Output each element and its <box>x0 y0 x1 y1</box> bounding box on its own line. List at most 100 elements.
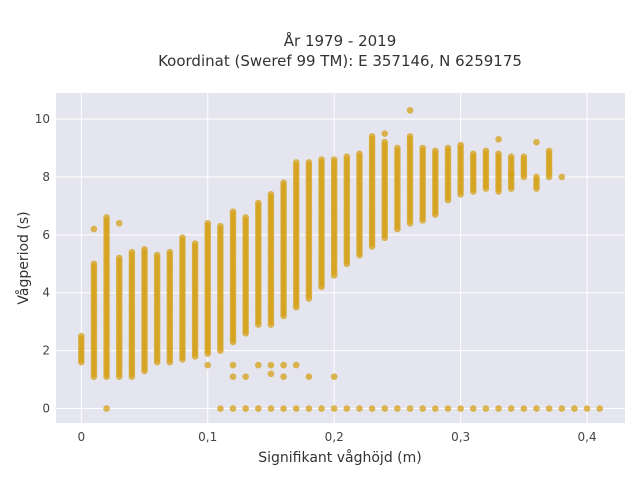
data-point <box>368 133 376 140</box>
x-tick-label: 0,3 <box>451 430 470 444</box>
data-point <box>204 361 212 369</box>
data-point <box>520 405 528 412</box>
data-point <box>280 405 287 412</box>
data-point <box>90 225 98 233</box>
data-point <box>533 173 540 181</box>
data-point <box>191 240 199 247</box>
x-tick-label: 0,1 <box>198 430 217 444</box>
y-tick-label: 2 <box>42 344 50 358</box>
data-point <box>330 156 338 163</box>
data-point <box>255 199 262 207</box>
data-point <box>545 405 553 412</box>
data-point <box>432 405 439 412</box>
data-point <box>406 107 414 114</box>
data-point <box>558 173 566 181</box>
data-point <box>292 405 300 412</box>
data-point <box>545 147 553 155</box>
data-point <box>394 144 401 152</box>
x-axis-ticks: 0 0,1 0,2 0,3 0,4 <box>77 430 596 444</box>
data-point <box>255 361 262 369</box>
data-point <box>292 159 300 166</box>
data-point <box>305 373 313 380</box>
y-tick-label: 8 <box>42 170 50 184</box>
data-point <box>267 361 275 369</box>
data-point <box>469 405 477 412</box>
data-point <box>419 405 426 412</box>
data-point <box>179 234 186 242</box>
data-point <box>217 405 224 412</box>
x-tick-label: 0,4 <box>578 430 597 444</box>
data-point <box>533 405 540 412</box>
data-point <box>115 219 123 227</box>
data-point <box>583 405 591 412</box>
data-point <box>343 405 351 412</box>
data-point <box>343 153 351 160</box>
data-point <box>444 405 452 412</box>
data-point <box>229 405 237 412</box>
data-point <box>229 361 237 369</box>
data-point <box>558 405 566 412</box>
data-point <box>330 373 338 380</box>
data-point <box>495 405 502 412</box>
x-axis-title: Signifikant våghöjd (m) <box>258 449 421 466</box>
data-point <box>507 405 515 412</box>
data-point <box>255 405 262 412</box>
data-point <box>128 248 136 256</box>
data-point <box>153 251 161 259</box>
data-point <box>444 144 452 152</box>
data-point <box>305 159 313 166</box>
data-point <box>571 405 578 412</box>
data-point <box>469 150 477 158</box>
data-point <box>507 170 515 178</box>
data-point <box>267 405 275 412</box>
data-point <box>318 156 325 163</box>
data-point <box>280 373 287 380</box>
data-point <box>495 150 502 158</box>
data-point <box>229 208 237 215</box>
data-point <box>280 361 287 369</box>
y-tick-label: 4 <box>42 286 50 300</box>
data-point <box>242 373 249 380</box>
y-tick-label: 10 <box>35 112 50 126</box>
data-point <box>267 191 275 198</box>
data-point <box>229 373 237 380</box>
data-point <box>381 130 389 137</box>
data-points <box>77 107 604 412</box>
data-point <box>419 144 426 152</box>
data-point <box>77 332 85 340</box>
data-point <box>103 214 110 221</box>
plot-area <box>56 93 625 423</box>
data-point <box>520 153 528 160</box>
data-point <box>217 222 224 230</box>
chart-title: År 1979 - 2019 <box>284 31 397 50</box>
data-point <box>406 133 414 140</box>
data-point <box>115 254 123 262</box>
data-point <box>381 405 389 412</box>
data-point <box>242 405 249 412</box>
data-point <box>507 153 515 160</box>
data-point <box>406 405 414 412</box>
data-point <box>495 136 502 143</box>
y-axis-title: Vågperiod (s) <box>15 211 32 304</box>
data-point <box>267 370 275 378</box>
chart-subtitle: Koordinat (Sweref 99 TM): E 357146, N 62… <box>158 52 522 70</box>
data-point <box>368 405 376 412</box>
data-point <box>242 214 249 221</box>
data-point <box>141 246 148 253</box>
data-point <box>330 405 338 412</box>
data-point <box>356 150 363 158</box>
x-tick-label: 0 <box>77 430 85 444</box>
data-point <box>204 219 212 227</box>
data-point <box>432 147 439 155</box>
y-tick-label: 0 <box>42 402 50 416</box>
x-tick-label: 0,2 <box>325 430 344 444</box>
data-point <box>482 147 490 155</box>
data-point <box>166 248 174 256</box>
data-point <box>381 138 389 146</box>
data-point <box>318 405 325 412</box>
data-point <box>305 405 313 412</box>
data-point <box>596 405 604 412</box>
data-point <box>457 405 464 412</box>
data-point <box>103 405 110 412</box>
